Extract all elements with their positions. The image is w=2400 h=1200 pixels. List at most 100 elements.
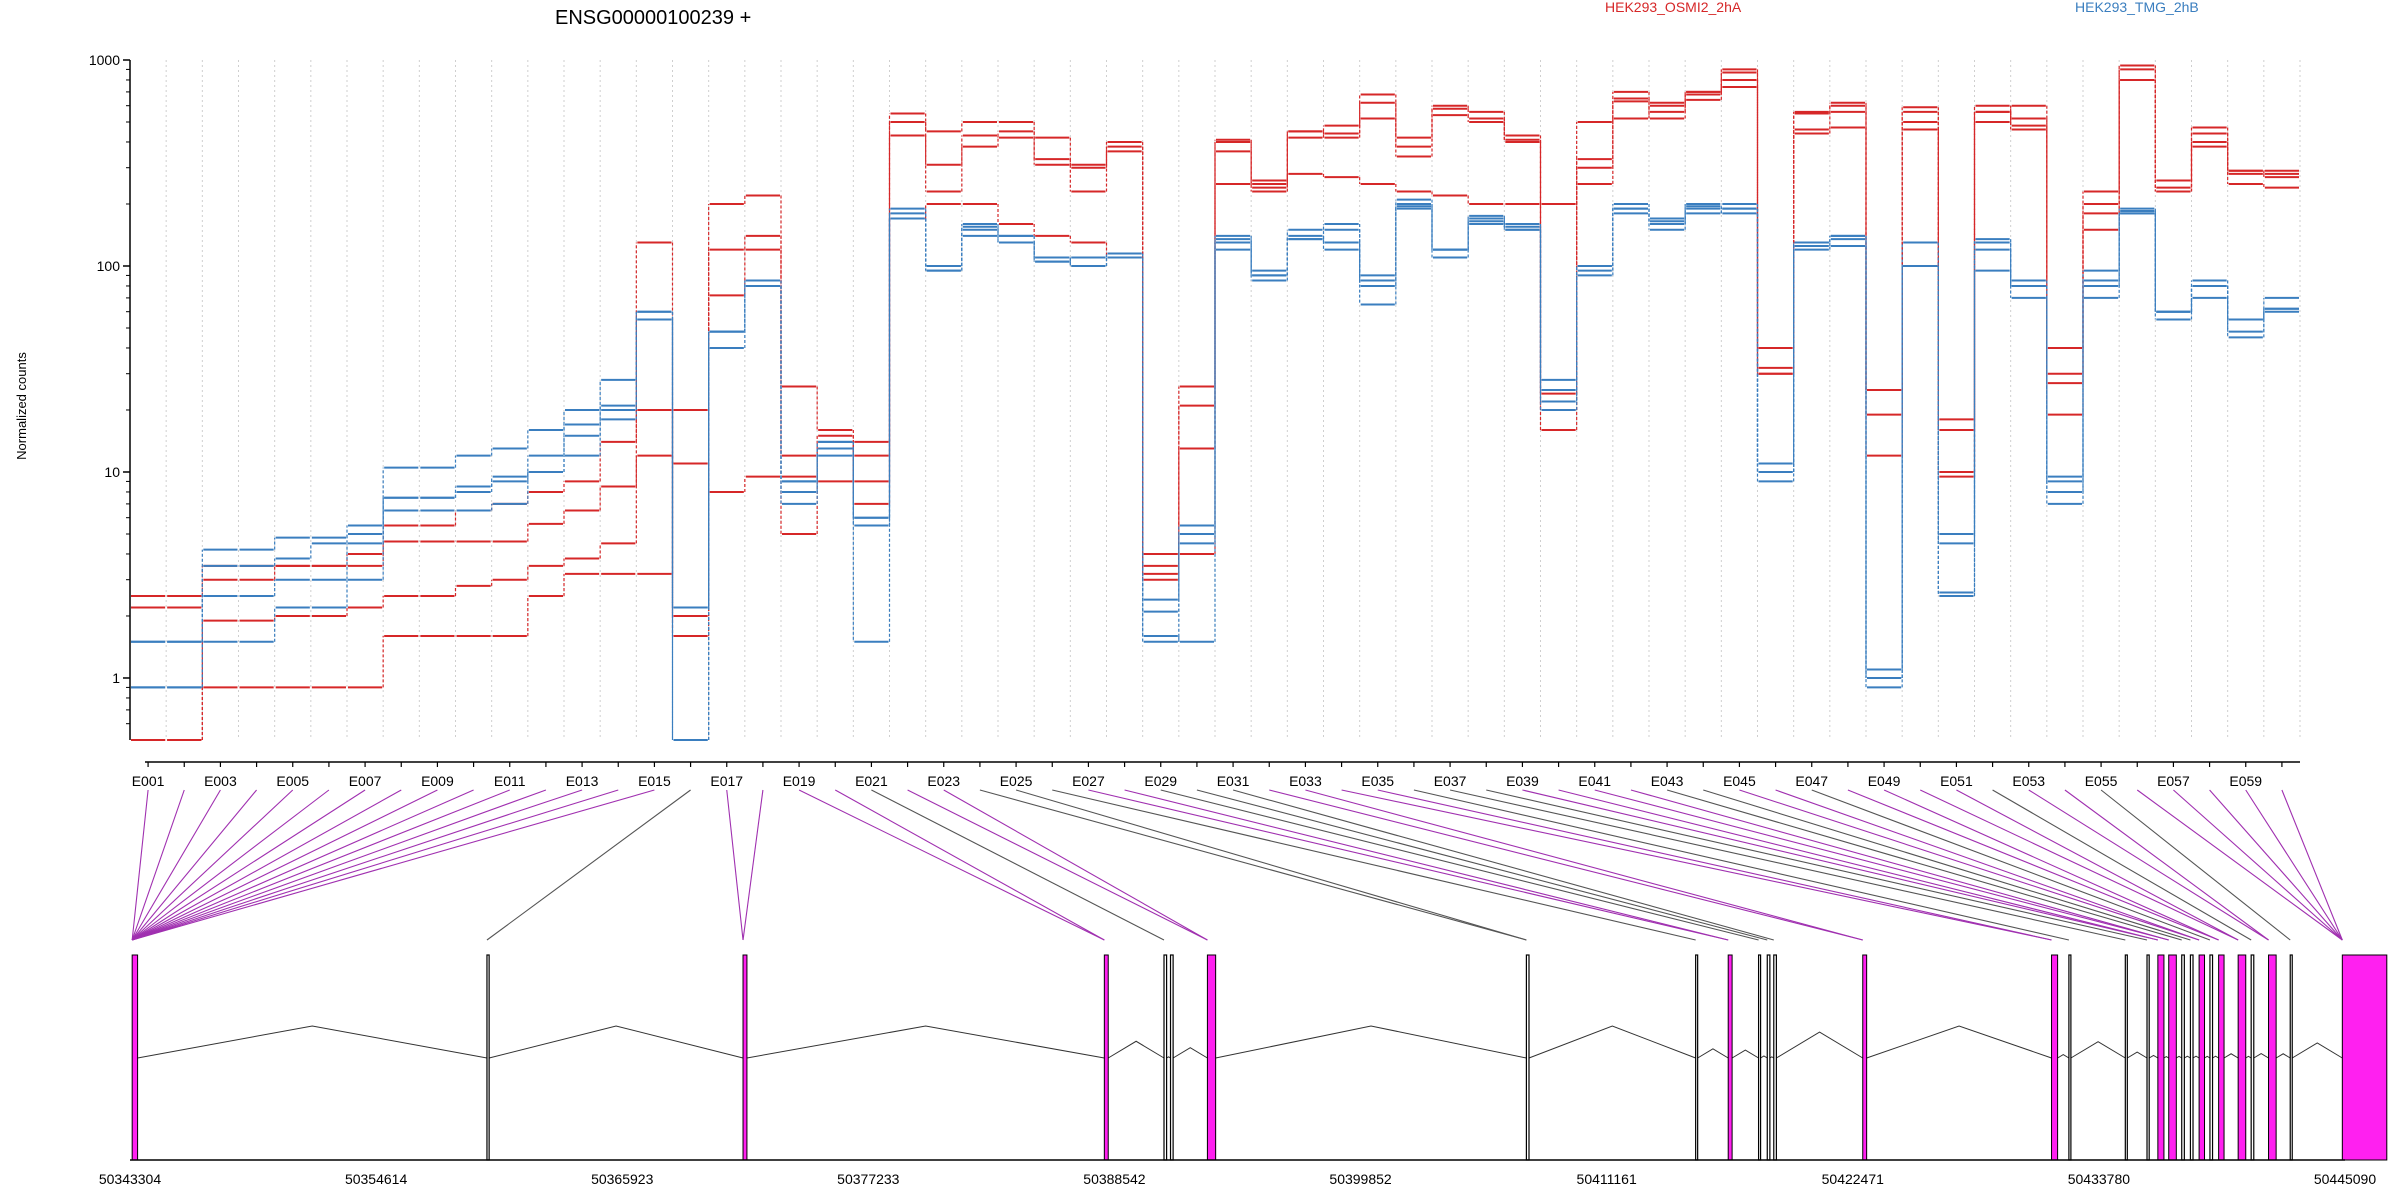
- x-tick-label: E027: [1072, 773, 1105, 789]
- genomic-tick-label: 50377233: [837, 1171, 900, 1187]
- exon-link-line: [131, 789, 547, 941]
- exon-box: [1695, 954, 1699, 1161]
- intron: [2291, 1042, 2343, 1059]
- genomic-tick-label: 50343304: [99, 1171, 162, 1187]
- gene-model: 50343304 50354614 50365923 50377233 50388542…: [99, 954, 2388, 1187]
- x-tick-label: E031: [1217, 773, 1250, 789]
- exon-box: [2124, 954, 2128, 1161]
- exon-box-highlighted: [2051, 954, 2059, 1161]
- intron: [137, 1025, 488, 1059]
- exon-box-highlighted: [2218, 954, 2225, 1161]
- intron: [1697, 1048, 1729, 1059]
- x-tick-label: E051: [1940, 773, 1973, 789]
- x-tick-label: E039: [1506, 773, 1539, 789]
- exon-link-line: [798, 789, 1105, 941]
- x-tick-label: E057: [2157, 773, 2190, 789]
- exon-link-line: [1666, 789, 2182, 941]
- genomic-tick-label: 50445090: [2314, 1171, 2377, 1187]
- exon-box-highlighted: [2237, 954, 2247, 1161]
- exon-link-line: [131, 789, 221, 941]
- x-tick-label: E043: [1651, 773, 1684, 789]
- exon-link-line: [131, 789, 474, 941]
- intron: [1731, 1049, 1759, 1059]
- intron: [1166, 1056, 1171, 1059]
- exon-link-line: [943, 789, 1208, 941]
- intron: [1528, 1025, 1696, 1059]
- exon-box: [2146, 954, 2150, 1161]
- exon-link-line: [979, 789, 1527, 941]
- exon-link-line: [1449, 789, 2126, 941]
- exon-link-line: [1811, 789, 2211, 941]
- exon-box-highlighted: [1103, 954, 1109, 1161]
- genomic-tick-label: 50433780: [2068, 1171, 2131, 1187]
- exon-link-line: [871, 789, 1165, 941]
- exon-link-line: [1015, 789, 1527, 941]
- intron: [2212, 1055, 2219, 1059]
- exon-box-highlighted: [131, 954, 139, 1161]
- intron: [2253, 1052, 2269, 1059]
- exon-link-line: [1377, 789, 2052, 941]
- exon-box-highlighted: [2157, 954, 2165, 1161]
- exon-link-line: [1232, 789, 1774, 941]
- exon-box: [1773, 954, 1777, 1161]
- y-tick-label: 1: [112, 670, 120, 686]
- x-tick-label: E055: [2085, 773, 2118, 789]
- intron: [1215, 1025, 1527, 1059]
- exon-link-line: [131, 789, 366, 941]
- genomic-tick-label: 50388542: [1083, 1171, 1146, 1187]
- exon-link-line: [131, 789, 258, 941]
- intron: [746, 1025, 1105, 1059]
- exon-link-line: [1196, 789, 1768, 941]
- intron: [1107, 1040, 1165, 1059]
- x-tick-label: E025: [1000, 773, 1033, 789]
- genomic-tick-label: 50354614: [345, 1171, 408, 1187]
- exon-box: [486, 954, 490, 1161]
- intron: [2275, 1053, 2291, 1059]
- legend-entry-osmi2: HEK293_OSMI2_2hA: [1605, 0, 1742, 15]
- genomic-tick-label: 50399852: [1329, 1171, 1392, 1187]
- exon-link-line: [1956, 789, 2239, 941]
- y-tick-label: 10: [104, 464, 120, 480]
- intron: [1866, 1025, 2052, 1059]
- exon-box-highlighted: [2268, 954, 2277, 1161]
- exon-link-line: [1124, 789, 1729, 941]
- intron: [1776, 1031, 1864, 1059]
- exon-link-line: [834, 789, 1105, 941]
- exon-link-line: [2281, 789, 2343, 941]
- exon-box: [1757, 954, 1762, 1161]
- x-tick-label: E029: [1144, 773, 1177, 789]
- exon-link-line: [742, 789, 764, 941]
- y-axis-label: Normalized counts: [14, 352, 29, 460]
- exon-box-highlighted: [1862, 954, 1868, 1161]
- y-tick-label: 100: [97, 258, 121, 274]
- intron: [489, 1025, 744, 1059]
- exon-link-line: [1739, 789, 2200, 941]
- exon-link-line: [1413, 789, 2070, 941]
- exon-link-line: [1703, 789, 2191, 941]
- exon-link-line: [1269, 789, 1863, 941]
- exon-box: [1169, 954, 1174, 1161]
- x-tick-label: E019: [783, 773, 816, 789]
- intron: [2192, 1055, 2200, 1059]
- x-tick-label: E053: [2012, 773, 2045, 789]
- x-tick-label: E001: [132, 773, 165, 789]
- exon-link-line: [131, 789, 583, 941]
- intron: [2184, 1055, 2191, 1059]
- exon-box-highlighted: [742, 954, 748, 1161]
- exon-link-line: [1630, 789, 2169, 941]
- exon-link-line: [1522, 789, 2158, 941]
- exon-link-line: [131, 789, 402, 941]
- exon-box: [2189, 954, 2194, 1161]
- exon-box-highlighted: [2198, 954, 2206, 1161]
- exon-link-line: [1160, 789, 1759, 941]
- exon-link-line: [132, 789, 655, 941]
- exon-box: [1163, 954, 1168, 1161]
- x-tick-label: E003: [204, 773, 237, 789]
- exon-link-line: [1775, 789, 2200, 941]
- intron: [2127, 1051, 2148, 1059]
- y-tick-label: 1000: [89, 52, 120, 68]
- exon-link-line: [1594, 789, 2169, 941]
- exon-link-line: [2209, 789, 2343, 941]
- x-tick-label: E023: [927, 773, 960, 789]
- exon-link-line: [131, 789, 330, 941]
